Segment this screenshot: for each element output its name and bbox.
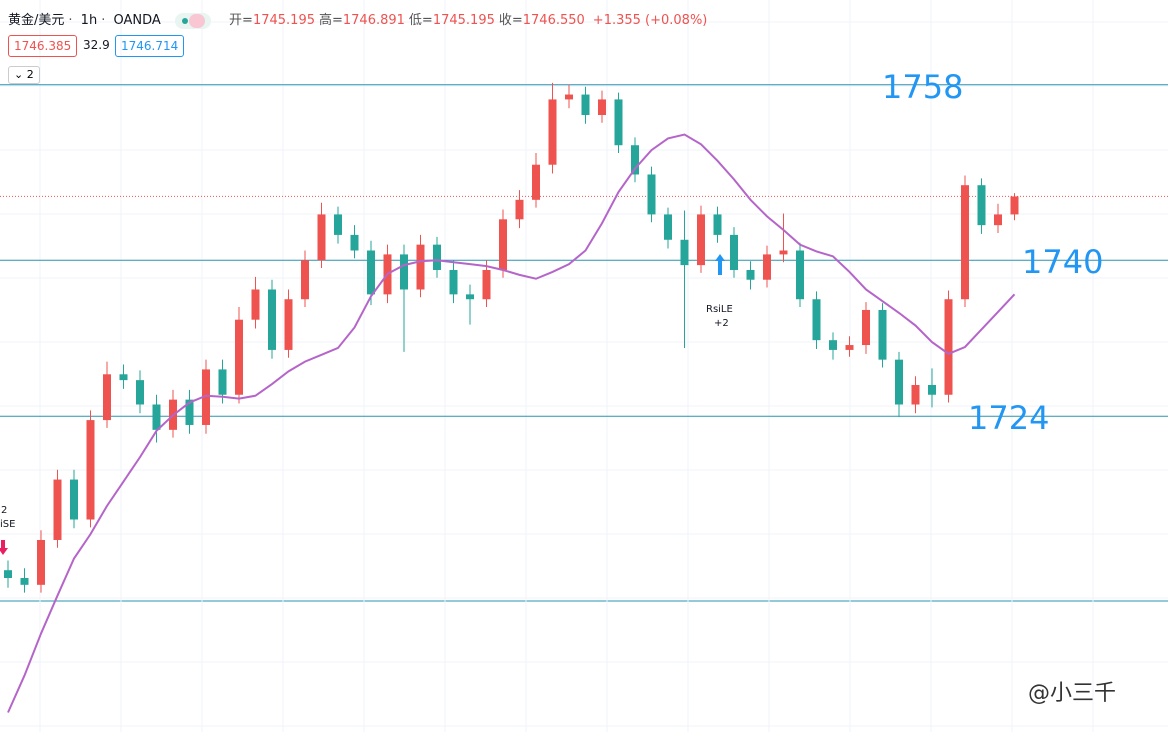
candle-body bbox=[334, 214, 342, 235]
short-label: iSE bbox=[0, 519, 16, 530]
candle-body bbox=[317, 214, 326, 261]
candle-body bbox=[251, 289, 260, 320]
candle-body bbox=[466, 294, 474, 300]
candle-body bbox=[268, 289, 276, 350]
candle-body bbox=[845, 345, 854, 350]
interval: 1h bbox=[80, 13, 98, 28]
candle-body bbox=[20, 577, 29, 585]
candle-body bbox=[235, 319, 243, 395]
candle-body bbox=[416, 244, 425, 290]
bid-box[interactable]: 1746.385 bbox=[8, 35, 78, 57]
level-label: 1758 bbox=[882, 68, 963, 106]
moving-average bbox=[7, 133, 1016, 713]
candle-body bbox=[647, 174, 656, 215]
candle-body bbox=[581, 94, 590, 116]
candle-body bbox=[812, 299, 821, 341]
candle-body bbox=[152, 404, 161, 430]
candle-body bbox=[548, 99, 557, 165]
candle-body bbox=[103, 374, 111, 421]
short-arrow bbox=[0, 540, 8, 555]
candle-body bbox=[499, 219, 507, 270]
candle-body bbox=[664, 214, 672, 240]
level-label: 1724 bbox=[968, 399, 1049, 437]
candle-body bbox=[449, 269, 458, 295]
candle-body bbox=[878, 309, 887, 360]
candle-body bbox=[136, 380, 144, 405]
candle-body bbox=[119, 374, 128, 381]
candle-body bbox=[433, 244, 441, 270]
candle-body bbox=[730, 234, 738, 270]
spread: 32.9 bbox=[83, 38, 110, 52]
candle-body bbox=[53, 479, 62, 540]
legend: 黄金/美元 · 1h · OANDA 开=1745.195 高=1746.891 低=1… bbox=[8, 12, 708, 29]
candle-body bbox=[202, 369, 210, 425]
collapse-count: 2 bbox=[26, 68, 34, 81]
collapse-button[interactable]: ⌄ 2 bbox=[8, 66, 40, 84]
candle-body bbox=[746, 269, 755, 280]
broker: OANDA bbox=[113, 13, 161, 28]
short-qty: 2 bbox=[1, 505, 8, 516]
candle-body bbox=[4, 570, 12, 578]
candle-body bbox=[862, 309, 870, 346]
candle-body bbox=[944, 299, 953, 395]
candle-body bbox=[86, 420, 95, 520]
ask-box[interactable]: 1746.714 bbox=[115, 35, 185, 57]
candle-body bbox=[532, 164, 540, 200]
watermark: @小三千 bbox=[1028, 681, 1117, 706]
level-label: 1740 bbox=[1022, 243, 1103, 281]
candle-body bbox=[697, 214, 705, 266]
ohlc-label: 高= bbox=[318, 13, 343, 28]
ohlc-value: 1746.550 bbox=[522, 13, 585, 28]
candle-body bbox=[37, 539, 45, 585]
candle-body bbox=[598, 99, 606, 116]
long-arrow bbox=[715, 254, 725, 275]
candle-body bbox=[977, 185, 986, 226]
candle-body bbox=[928, 385, 936, 395]
ohlc-value: 1746.891 bbox=[342, 13, 405, 28]
candle-body bbox=[994, 214, 1002, 226]
candle-body bbox=[70, 479, 78, 520]
candle-body bbox=[1010, 196, 1019, 215]
candle-body bbox=[763, 254, 771, 280]
candle-body bbox=[301, 260, 309, 300]
status-badge[interactable] bbox=[174, 12, 211, 29]
ohlc-label: 低= bbox=[408, 13, 433, 28]
candle-body bbox=[565, 94, 573, 100]
change: +1.355 (+0.08%) bbox=[592, 13, 708, 28]
candle-body bbox=[961, 185, 969, 300]
candle-body bbox=[482, 269, 491, 300]
candle-body bbox=[367, 250, 375, 295]
symbol: 黄金/美元 bbox=[8, 13, 65, 28]
candle-body bbox=[779, 250, 788, 255]
candle-body bbox=[911, 385, 920, 405]
candle-body bbox=[350, 234, 359, 251]
ohlc-value: 1745.195 bbox=[252, 13, 315, 28]
candle-body bbox=[796, 250, 804, 300]
candle-body bbox=[185, 399, 194, 425]
candle-body bbox=[614, 99, 623, 146]
candle-body bbox=[895, 359, 903, 405]
candle-body bbox=[829, 340, 837, 350]
candle-body bbox=[515, 199, 524, 220]
candle-body bbox=[284, 299, 293, 350]
candle-body bbox=[631, 145, 639, 175]
ohlc-label: 收= bbox=[498, 13, 523, 28]
candle-body bbox=[680, 239, 689, 266]
candle-body bbox=[400, 254, 408, 290]
long-label: RsiLE bbox=[706, 304, 733, 315]
long-qty: +2 bbox=[714, 318, 729, 329]
ohlc-label: 开= bbox=[229, 13, 253, 28]
candle-body bbox=[713, 214, 722, 235]
candle-body bbox=[218, 369, 227, 395]
ohlc-value: 1745.195 bbox=[432, 13, 495, 28]
